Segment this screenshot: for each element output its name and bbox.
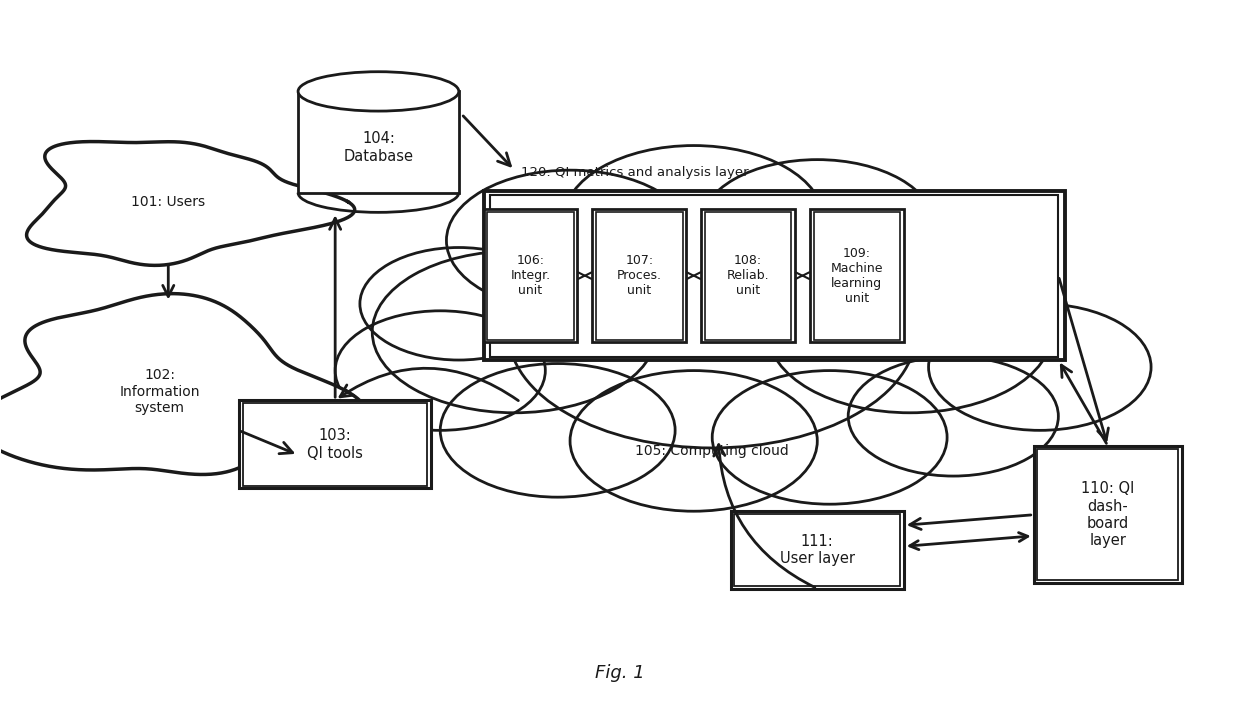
Circle shape (372, 251, 657, 413)
Circle shape (508, 216, 916, 448)
Text: 103:
QI tools: 103: QI tools (307, 429, 363, 460)
Text: 111:
User layer: 111: User layer (779, 534, 855, 566)
Circle shape (768, 251, 1052, 413)
Text: 104:
Database: 104: Database (343, 131, 414, 164)
FancyBboxPatch shape (814, 212, 900, 340)
Polygon shape (0, 294, 366, 474)
FancyBboxPatch shape (735, 514, 900, 586)
Polygon shape (26, 142, 354, 265)
Circle shape (928, 304, 1151, 431)
FancyBboxPatch shape (810, 209, 903, 342)
Circle shape (570, 371, 818, 511)
Circle shape (446, 170, 694, 311)
Text: 101: Users: 101: Users (131, 195, 206, 209)
Text: 108:
Reliab.
unit: 108: Reliab. unit (727, 254, 769, 297)
FancyBboxPatch shape (299, 91, 458, 193)
FancyBboxPatch shape (592, 209, 686, 342)
Circle shape (564, 145, 824, 293)
FancyBboxPatch shape (243, 403, 427, 486)
Circle shape (700, 160, 934, 293)
Circle shape (712, 371, 947, 504)
FancyBboxPatch shape (489, 195, 1058, 357)
Circle shape (336, 311, 545, 431)
Text: 110: QI
dash-
board
layer: 110: QI dash- board layer (1082, 481, 1135, 549)
Circle shape (849, 357, 1058, 476)
Text: 107:
Proces.
unit: 107: Proces. unit (617, 254, 662, 297)
FancyBboxPatch shape (483, 209, 577, 342)
Text: 102:
Information
system: 102: Information system (119, 369, 199, 415)
Text: Fig. 1: Fig. 1 (595, 664, 644, 682)
Circle shape (359, 248, 558, 360)
FancyBboxPatch shape (596, 212, 683, 340)
Circle shape (440, 364, 675, 497)
FancyBboxPatch shape (701, 209, 795, 342)
FancyBboxPatch shape (483, 191, 1064, 360)
FancyBboxPatch shape (1033, 446, 1182, 583)
Text: 120: QI metrics and analysis layer: 120: QI metrics and analysis layer (520, 166, 748, 179)
FancyBboxPatch shape (487, 212, 574, 340)
Text: 109:
Machine
learning
unit: 109: Machine learning unit (830, 246, 883, 305)
Circle shape (824, 191, 1033, 311)
Text: 106:
Integr.
unit: 106: Integr. unit (510, 254, 550, 297)
FancyBboxPatch shape (705, 212, 792, 340)
Text: 105: Computing cloud: 105: Computing cloud (636, 445, 789, 458)
Ellipse shape (299, 72, 458, 111)
FancyBboxPatch shape (239, 400, 431, 489)
FancyBboxPatch shape (1037, 449, 1178, 580)
FancyBboxPatch shape (731, 511, 903, 589)
